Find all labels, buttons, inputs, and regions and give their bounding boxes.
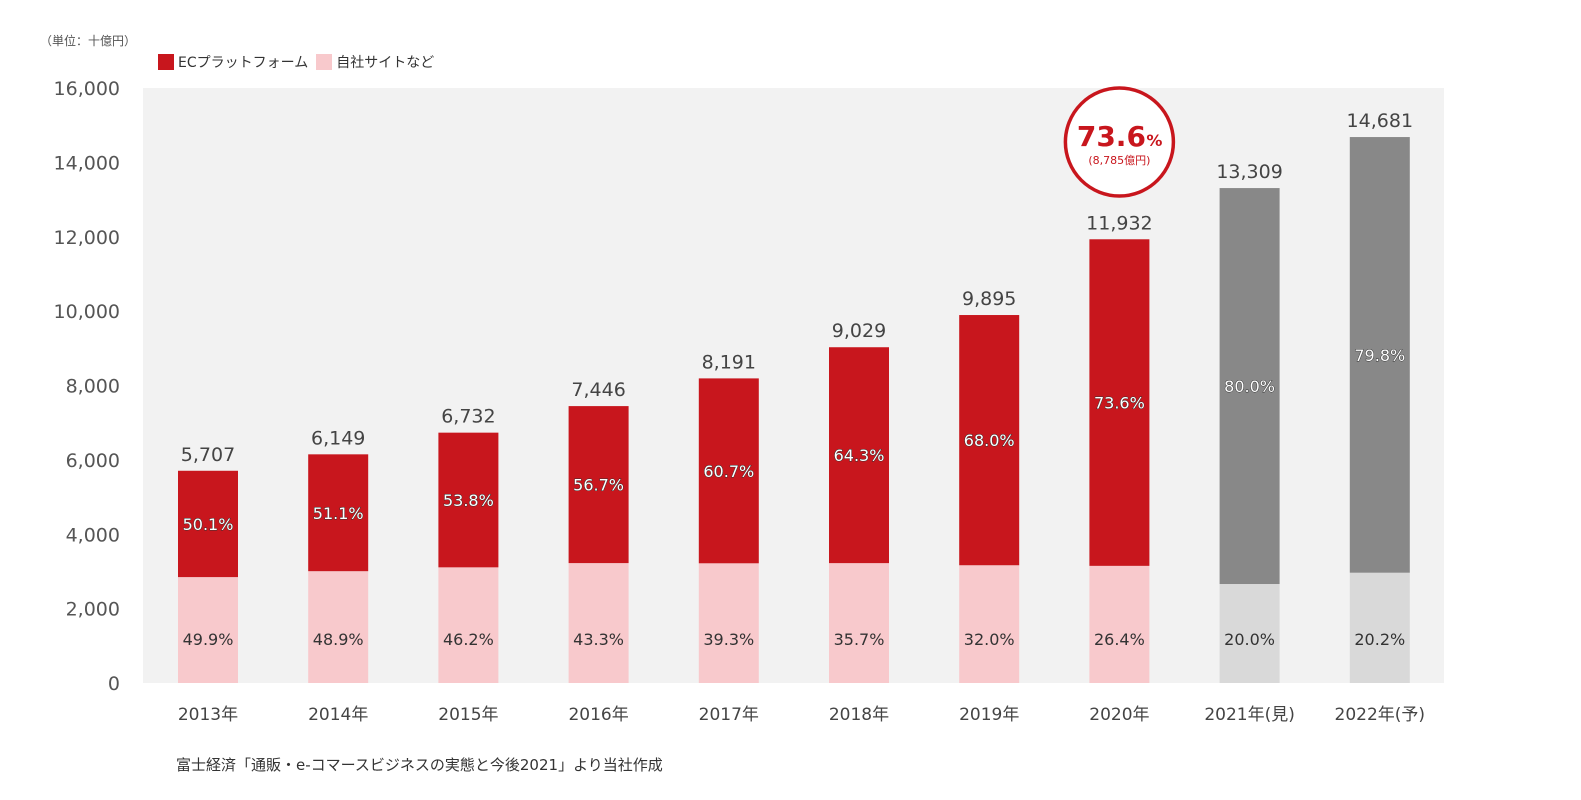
bar-segment-ec-platform <box>308 454 369 572</box>
bar-segment-own-site <box>178 577 238 683</box>
percent-label-ec-platform: 56.7% <box>573 476 624 495</box>
highlight-percent-sign: % <box>1146 131 1162 150</box>
percent-label-ec-platform: 79.8% <box>1354 346 1405 365</box>
legend-swatch-ec <box>158 54 174 70</box>
bar-segment-own-site <box>829 563 889 683</box>
total-value-label: 7,446 <box>571 379 625 401</box>
total-value-label: 13,309 <box>1216 161 1282 183</box>
percent-label-ec-platform: 50.1% <box>183 515 234 534</box>
percent-label-ec-platform: 68.0% <box>964 431 1015 450</box>
legend-label-ec: ECプラットフォーム <box>178 55 309 71</box>
percent-label-own-site: 35.7% <box>834 630 885 649</box>
percent-label-own-site: 43.3% <box>573 630 624 649</box>
y-tick-label: 10,000 <box>54 301 120 323</box>
percent-label-own-site: 48.9% <box>313 630 364 649</box>
percent-label-ec-platform: 64.3% <box>834 446 885 465</box>
bar-segment-own-site <box>438 567 499 683</box>
legend-label-own-site: 自社サイトなど <box>336 55 435 71</box>
bar-segment-ec-platform <box>438 432 499 568</box>
x-category-label: 2021年(見) <box>1204 705 1295 725</box>
percent-label-ec-platform: 73.6% <box>1094 394 1145 413</box>
x-category-label: 2018年 <box>829 705 889 725</box>
highlight-value: 73.6 <box>1077 120 1146 153</box>
x-category-label: 2014年 <box>308 705 368 725</box>
percent-label-own-site: 39.3% <box>703 630 754 649</box>
total-value-label: 6,149 <box>311 427 365 449</box>
x-category-label: 2022年(予) <box>1335 705 1426 725</box>
x-category-label: 2019年 <box>959 705 1019 725</box>
bar-segment-own-site <box>568 563 629 683</box>
percent-label-ec-platform: 60.7% <box>703 462 754 481</box>
bar-segment-ec-platform <box>959 315 1020 566</box>
total-value-label: 5,707 <box>181 444 235 466</box>
y-tick-label: 8,000 <box>66 376 120 398</box>
bar-segment-own-site <box>1219 584 1280 683</box>
bar-segment-ec-platform <box>1219 188 1280 585</box>
bar-segment-own-site <box>308 571 369 683</box>
legend-item-own-site: 自社サイトなど <box>316 52 434 72</box>
legend-item-ec: ECプラットフォーム <box>158 52 308 72</box>
percent-label-ec-platform: 51.1% <box>313 504 364 523</box>
percent-label-own-site: 20.2% <box>1354 630 1405 649</box>
bar-segment-own-site <box>698 563 759 683</box>
percent-label-own-site: 32.0% <box>964 630 1015 649</box>
y-tick-label: 4,000 <box>66 524 120 546</box>
legend-swatch-own-site <box>316 54 333 70</box>
percent-label-ec-platform: 80.0% <box>1224 377 1275 396</box>
bar-segment-ec-platform <box>829 347 889 564</box>
total-value-label: 6,732 <box>441 406 495 428</box>
y-tick-label: 6,000 <box>66 450 120 472</box>
percent-label-own-site: 46.2% <box>443 630 494 649</box>
y-tick-label: 16,000 <box>54 78 120 100</box>
percent-label-own-site: 20.0% <box>1224 630 1275 649</box>
highlight-subtext: (8,785億円) <box>1088 154 1150 167</box>
total-value-label: 8,191 <box>702 351 756 373</box>
y-tick-label: 0 <box>108 673 120 695</box>
y-tick-label: 12,000 <box>54 227 120 249</box>
x-category-label: 2013年 <box>178 705 238 725</box>
y-tick-label: 2,000 <box>66 599 120 621</box>
x-category-label: 2015年 <box>438 705 498 725</box>
source-note: 富士経済「通販・e-コマースビジネスの実態と今後2021」より当社作成 <box>176 756 663 774</box>
x-category-label: 2016年 <box>568 705 628 725</box>
highlight-circle <box>1063 86 1176 198</box>
bar-segment-own-site <box>959 565 1020 683</box>
y-tick-label: 14,000 <box>54 152 120 174</box>
total-value-label: 11,932 <box>1086 212 1152 234</box>
bar-segment-ec-platform <box>568 406 629 564</box>
total-value-label: 9,029 <box>832 320 886 342</box>
bar-segment-own-site <box>1349 572 1410 683</box>
x-category-label: 2017年 <box>699 705 759 725</box>
bar-segment-ec-platform <box>1089 239 1150 566</box>
legend: ECプラットフォーム 自社サイトなど <box>158 52 442 72</box>
total-value-label: 14,681 <box>1347 110 1413 132</box>
bar-segment-ec-platform <box>1349 137 1410 573</box>
percent-label-ec-platform: 53.8% <box>443 491 494 510</box>
bar-segment-ec-platform <box>178 470 238 578</box>
percent-label-own-site: 26.4% <box>1094 630 1145 649</box>
unit-label: （単位：十億円） <box>40 34 137 48</box>
x-category-label: 2020年 <box>1089 705 1149 725</box>
percent-label-own-site: 49.9% <box>183 630 234 649</box>
total-value-label: 9,895 <box>962 288 1016 310</box>
bar-segment-own-site <box>1089 565 1150 683</box>
bar-segment-ec-platform <box>698 378 759 564</box>
